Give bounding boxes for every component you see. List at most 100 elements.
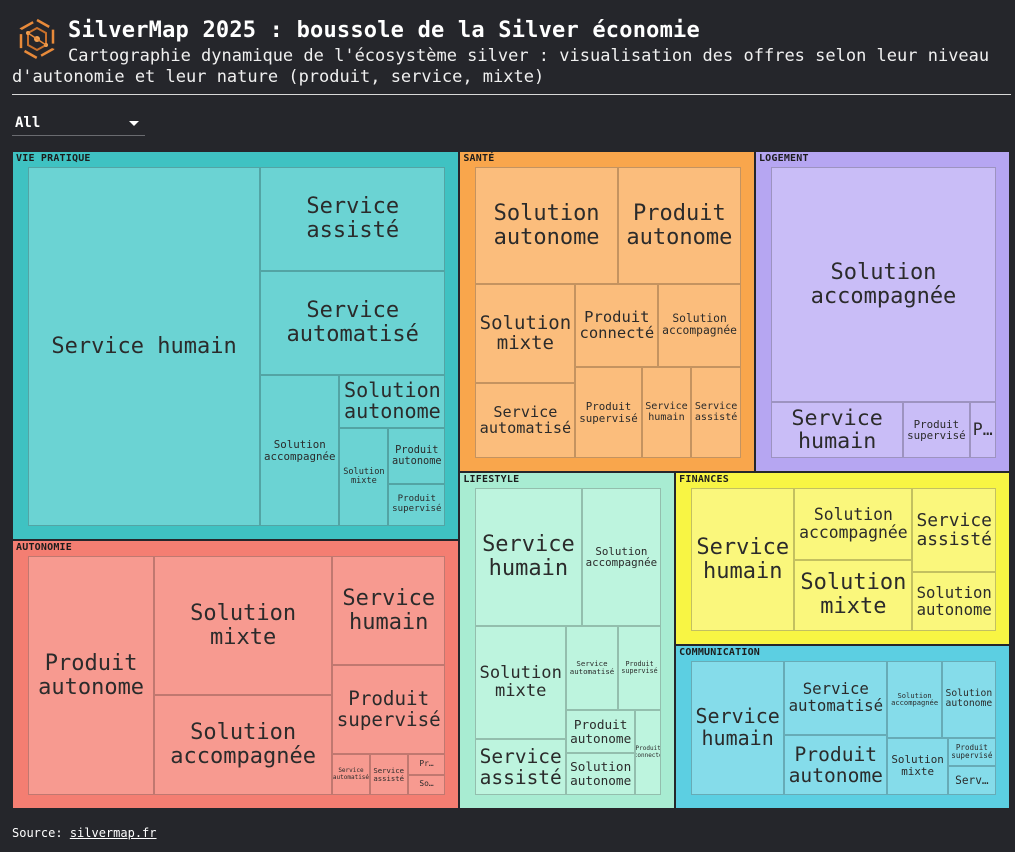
treemap-cell-label: Solution autonome	[493, 200, 600, 250]
treemap-cell-label: Serv…	[955, 773, 989, 787]
treemap-cell-label: Service automatisé	[286, 298, 419, 347]
treemap-cell[interactable]: Solution accompagnée	[658, 284, 741, 367]
treemap-group-logement[interactable]: LOGEMENT Solution accompagnée Service huma…	[754, 151, 1010, 473]
treemap-group-autonomie[interactable]: AUTONOMIE Produit autonome Solution mixte S…	[12, 540, 460, 809]
treemap-cell[interactable]: Solution mixte	[794, 559, 913, 631]
treemap-cell[interactable]: Produit autonome	[566, 710, 636, 753]
treemap-cell[interactable]: Produit connecté	[575, 284, 659, 367]
treemap-cell[interactable]: Solution mixte	[887, 737, 948, 795]
treemap-cell[interactable]: Solution accompagnée	[581, 488, 662, 626]
treemap-group-sante[interactable]: SANTÉ Solution autonome Produit autonome So…	[459, 151, 755, 473]
treemap-cell-label: Produit supervisé	[336, 687, 441, 731]
treemap-cell[interactable]: Solution autonome	[566, 752, 636, 795]
treemap-cell[interactable]: Service assisté	[260, 167, 446, 271]
treemap-cell[interactable]: Service automatisé	[784, 660, 888, 735]
treemap-cell[interactable]: Service assisté	[475, 738, 567, 795]
treemap-cell-label: Service assisté	[306, 194, 400, 243]
source-link[interactable]: silvermap.fr	[69, 826, 157, 840]
treemap-cell[interactable]: So…	[407, 774, 446, 795]
treemap-cell-label: Solution accompagnée	[799, 505, 908, 542]
treemap-cell[interactable]: Service assisté	[912, 488, 996, 573]
treemap-cell[interactable]: Solution autonome	[941, 660, 996, 738]
treemap-cell[interactable]: Solution mixte	[475, 625, 567, 739]
treemap-cell[interactable]: Solution autonome	[339, 374, 446, 428]
treemap-cell[interactable]: Solution accompagnée	[794, 488, 913, 560]
treemap-cell[interactable]: Produit supervisé	[332, 665, 446, 755]
treemap-cell-label: Solution mixte	[891, 753, 944, 779]
treemap-cell[interactable]: Solution accompagnée	[260, 374, 340, 527]
treemap-cell-label: Produit autonome	[38, 650, 145, 700]
treemap-cell-label: Solution mixte	[800, 570, 907, 620]
treemap-cell-label: Produit supervisé	[392, 494, 442, 515]
treemap-cell-label: Service assisté	[916, 509, 992, 551]
treemap-cell[interactable]: Solution accompagnée	[887, 660, 942, 738]
treemap-group-label: LIFESTYLE	[463, 474, 520, 486]
treemap-cell[interactable]: Service assisté	[691, 366, 741, 459]
treemap-cell-label: Service humain	[791, 405, 883, 455]
treemap-cell-label: Service humain	[696, 534, 790, 584]
treemap-cell[interactable]: Service humain	[332, 556, 446, 666]
treemap-cell[interactable]: Produit autonome	[388, 427, 446, 485]
treemap-cell[interactable]: Solution autonome	[912, 572, 996, 631]
treemap-cell-label: Solution autonome	[945, 687, 993, 710]
treemap-group-label: COMMUNICATION	[679, 646, 761, 658]
treemap-chart: VIE PRATIQUE Service humain Service assist…	[12, 151, 1010, 809]
treemap-cell[interactable]: Solution autonome	[475, 167, 618, 285]
treemap-group-lifestyle[interactable]: LIFESTYLE Service humain Solution accompag…	[459, 472, 676, 809]
treemap-cell-label: Solution accompagnée	[264, 437, 336, 463]
treemap-cell[interactable]: Service automatisé	[566, 625, 618, 711]
treemap-group-label: FINANCES	[679, 474, 729, 486]
treemap-cell-label: Service automatisé	[479, 403, 572, 438]
treemap-cell[interactable]: Produit autonome	[784, 734, 888, 795]
treemap-cell-label: Solution autonome	[916, 583, 992, 619]
treemap-group-finances[interactable]: FINANCES Service humain Solution accompagn…	[675, 472, 1010, 645]
treemap-cell[interactable]: Solution mixte	[475, 284, 576, 383]
treemap-cell-label: Solution autonome	[344, 377, 441, 424]
treemap-cell[interactable]: Solution mixte	[154, 556, 333, 696]
treemap-cell[interactable]: Service assisté	[369, 754, 408, 795]
treemap-cell[interactable]: Service humain	[475, 488, 582, 626]
treemap-cell-label: Produit supervisé	[621, 659, 658, 676]
treemap-cell-label: Service humain	[482, 532, 575, 582]
treemap-cell-label: Service automatisé	[332, 767, 370, 781]
treemap-group-communication[interactable]: COMMUNICATION Service humain Service autom…	[675, 644, 1010, 809]
treemap-cell[interactable]: Produit supervisé	[947, 737, 996, 767]
treemap-cell[interactable]: Produit connecté	[635, 710, 662, 795]
treemap-group-label: AUTONOMIE	[16, 542, 72, 554]
treemap-cell[interactable]: Produit supervisé	[903, 402, 970, 459]
treemap-cell[interactable]: Solution mixte	[339, 427, 389, 527]
treemap-cell[interactable]: Produit autonome	[617, 167, 741, 285]
treemap-cell-label: Solution accompagnée	[662, 312, 737, 338]
source-label: Source:	[12, 826, 63, 840]
treemap-cell-label: Produit connecté	[579, 307, 655, 343]
page-subtitle: Cartographie dynamique de l'écosystème s…	[12, 46, 990, 87]
treemap-cell[interactable]: Service humain	[28, 167, 261, 527]
source-note: Source: silvermap.fr	[12, 826, 157, 840]
treemap-cell[interactable]: Serv…	[947, 766, 996, 795]
treemap-cell[interactable]: Produit supervisé	[388, 484, 446, 527]
treemap-cell[interactable]: Solution accompagnée	[770, 167, 996, 403]
treemap-cell[interactable]: P…	[969, 402, 996, 459]
treemap-cell-label: Solution accompagnée	[810, 259, 957, 309]
treemap-cell[interactable]: Pr…	[407, 754, 446, 775]
treemap-cell-label: P…	[972, 420, 993, 440]
treemap-cell[interactable]: Service humain	[691, 660, 785, 795]
treemap-cell[interactable]: Service automatisé	[332, 754, 370, 795]
treemap-group-vie-pratique[interactable]: VIE PRATIQUE Service humain Service assist…	[12, 151, 460, 541]
treemap-cell[interactable]: Solution accompagnée	[154, 695, 333, 795]
treemap-cell[interactable]: Produit supervisé	[575, 366, 642, 459]
treemap-group-label: VIE PRATIQUE	[16, 153, 91, 164]
treemap-cell[interactable]: Produit supervisé	[617, 625, 662, 711]
treemap-cell-label: Service automatisé	[569, 659, 615, 677]
treemap-cell[interactable]: Service automatisé	[260, 270, 446, 375]
treemap-cell-label: Produit supervisé	[951, 742, 993, 760]
treemap-cell[interactable]: Service humain	[691, 488, 795, 631]
treemap-cell-label: Solution accompagnée	[891, 690, 939, 708]
treemap-cell[interactable]: Service humain	[770, 402, 904, 459]
treemap-cell-label: Solution mixte	[479, 662, 562, 702]
treemap-cell[interactable]: Service automatisé	[475, 382, 576, 459]
treemap-cell[interactable]: Service humain	[641, 366, 692, 459]
treemap-cell[interactable]: Produit autonome	[28, 556, 155, 795]
treemap-cell-label: Produit autonome	[626, 200, 733, 250]
category-filter-dropdown[interactable]: All	[12, 112, 145, 136]
